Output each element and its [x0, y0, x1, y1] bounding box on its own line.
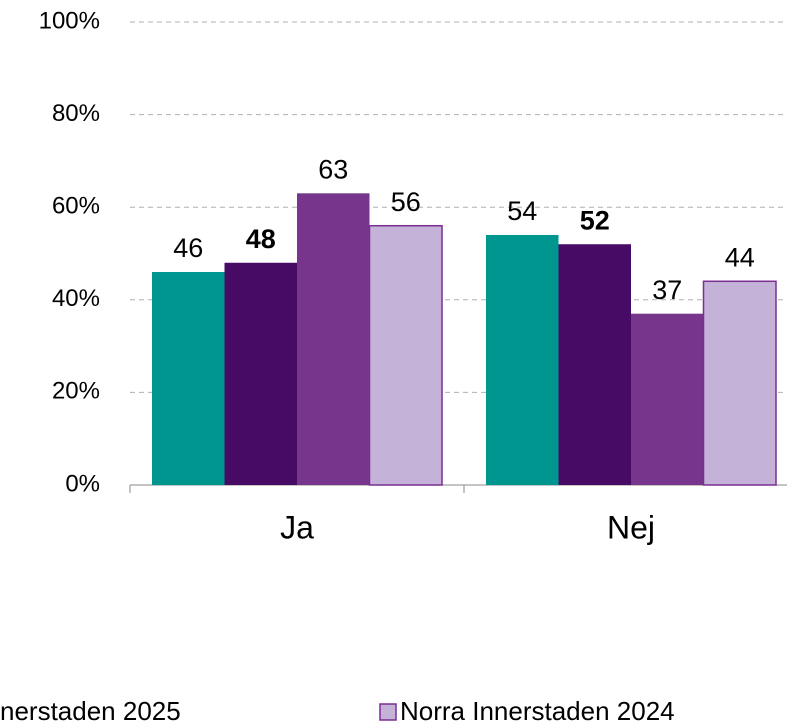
bar	[297, 193, 370, 485]
y-tick-label: 80%	[52, 100, 100, 127]
value-label: 48	[246, 224, 276, 254]
x-tick-label: Nej	[607, 509, 655, 545]
bar	[368, 224, 443, 486]
bar	[631, 313, 704, 485]
value-label: 46	[173, 233, 203, 263]
value-label: 63	[318, 154, 348, 184]
bar	[224, 262, 297, 485]
bar	[558, 244, 631, 485]
legend-swatch	[379, 703, 397, 721]
legend-label: nerstaden 2025	[0, 696, 181, 726]
y-tick-label: 60%	[52, 193, 100, 220]
y-tick-label: 20%	[52, 378, 100, 405]
y-tick-label: 100%	[39, 7, 100, 34]
x-tick-label: Ja	[280, 509, 314, 545]
bar	[702, 280, 777, 486]
value-label: 54	[507, 196, 537, 226]
bar	[486, 234, 559, 485]
value-label: 52	[580, 205, 610, 235]
y-tick-label: 0%	[65, 470, 100, 497]
value-label: 56	[391, 187, 421, 217]
bar	[152, 272, 225, 485]
y-tick-label: 40%	[52, 285, 100, 312]
value-label: 37	[652, 275, 682, 305]
legend-label: Norra Innerstaden 2024	[400, 696, 675, 726]
value-label: 44	[725, 242, 755, 272]
